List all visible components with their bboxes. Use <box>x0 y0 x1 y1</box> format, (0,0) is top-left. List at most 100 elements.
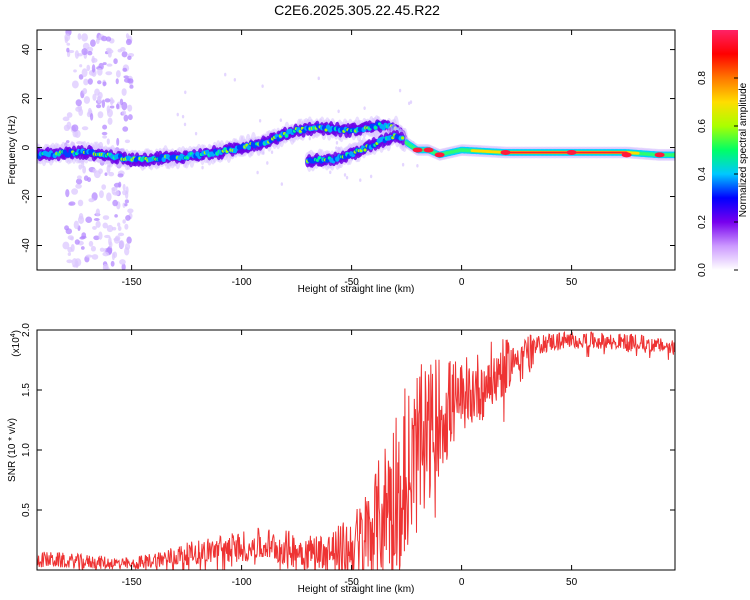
spectral-hotspot <box>654 152 665 158</box>
spectral-hotspot <box>500 149 511 155</box>
main-trace-peak <box>284 133 289 138</box>
spectral-hotspot <box>423 147 434 153</box>
noise-blob <box>111 187 116 195</box>
noise-blob <box>126 236 132 244</box>
noise-blob <box>90 245 96 252</box>
noise-blob <box>81 33 88 42</box>
noise-blob <box>70 243 75 252</box>
noise-blob <box>85 254 93 258</box>
noise-blob <box>127 208 134 214</box>
noise-blob <box>77 199 84 207</box>
noise-blob <box>121 88 127 96</box>
noise-blob <box>117 173 124 178</box>
noise-blob <box>127 114 133 121</box>
noise-blob <box>118 239 125 249</box>
snr-y-tick-label: 2.0 <box>21 323 32 337</box>
noise-blob <box>124 247 130 256</box>
noise-blob <box>83 78 89 86</box>
noise-blob <box>97 95 102 104</box>
colorbar-label: Normalized spectral amplitude <box>738 82 749 217</box>
main-trace-peak <box>672 152 675 158</box>
spectrogram-axes: -150 -100 -50 0 50 -40 -20 0 20 40 <box>21 30 675 288</box>
noise-blob <box>66 42 71 46</box>
snr-series-line <box>37 330 675 570</box>
spectral-hotspot <box>566 149 577 155</box>
snr-x-tick-label: -150 <box>122 577 142 588</box>
branch-trace-peak <box>401 136 405 140</box>
noise-blob <box>90 113 94 121</box>
snr-multiplier-close: ) <box>11 330 22 333</box>
colorbar-ticks: 0.0 0.2 0.4 0.6 0.8 <box>697 71 738 277</box>
noise-blob <box>74 239 80 245</box>
noise-blob <box>127 55 132 61</box>
snr-multiplier: (x104) <box>10 330 22 357</box>
noise-blob <box>119 259 126 265</box>
spectral-hotspot <box>434 152 445 158</box>
noise-blob <box>73 69 77 73</box>
spectral-hotspot <box>412 147 423 153</box>
noise-blob <box>94 88 100 96</box>
snr-plot-area <box>37 330 675 570</box>
spectrogram-y-label: Frequency (Hz) <box>7 116 18 185</box>
noise-blob <box>279 118 283 122</box>
noise-blob <box>125 186 129 195</box>
noise-blob <box>183 122 187 127</box>
main-trace-peak <box>635 151 640 155</box>
noise-blob <box>106 224 114 233</box>
noise-blob <box>85 216 93 223</box>
noise-blob <box>82 88 88 95</box>
noise-blob <box>95 208 100 217</box>
noise-blob <box>67 235 74 240</box>
noise-blob <box>73 220 79 230</box>
noise-blob <box>114 190 120 196</box>
noise-blob <box>335 141 339 145</box>
noise-blob <box>98 231 103 240</box>
snr-x-tick-label: -100 <box>232 577 252 588</box>
main-trace-peak <box>373 126 378 130</box>
noise-blob <box>71 258 78 267</box>
noise-blob <box>91 64 96 73</box>
noise-blob <box>115 103 120 110</box>
spectrogram-x-tick-label: 50 <box>566 277 578 288</box>
noise-blob <box>88 198 95 203</box>
noise-blob <box>359 178 362 182</box>
noise-blob <box>120 47 126 52</box>
main-trace-core <box>246 144 252 151</box>
noise-blob <box>91 55 95 64</box>
noise-blob <box>129 84 134 89</box>
noise-blob <box>66 50 71 58</box>
noise-blob <box>92 93 97 101</box>
colorbar-tick-label: 0.6 <box>697 119 708 133</box>
noise-blob <box>122 183 126 191</box>
noise-blob <box>77 33 82 40</box>
noise-blob <box>102 251 110 257</box>
noise-blob <box>125 38 132 46</box>
noise-blob <box>308 136 311 141</box>
noise-blob <box>106 138 110 145</box>
noise-blob <box>122 126 129 132</box>
noise-blob <box>270 150 274 154</box>
spectrogram-content <box>37 30 675 270</box>
noise-blob <box>65 140 70 144</box>
colorbar-tick-label: 0.4 <box>697 167 708 181</box>
snr-marks <box>37 330 675 570</box>
noise-blob <box>62 116 70 122</box>
snr-x-tick-label: -50 <box>344 577 359 588</box>
snr-y-tick-label: 1.5 <box>21 383 32 397</box>
noise-blob <box>86 64 91 72</box>
noise-blob <box>114 214 118 218</box>
noise-blob <box>66 259 73 264</box>
noise-blob <box>75 183 82 189</box>
noise-blob <box>112 226 117 231</box>
snr-panel: -150 -100 -50 0 50 0.5 1.0 1.5 2.0 Height of str… <box>7 323 676 595</box>
noise-blob <box>115 70 121 78</box>
noise-blob <box>104 234 111 239</box>
spectrogram-x-tick-label: 0 <box>459 277 465 288</box>
spectrogram-y-tick-label: -20 <box>21 189 32 204</box>
noise-blob <box>124 223 129 230</box>
noise-blob <box>280 182 284 186</box>
noise-blob <box>401 162 405 167</box>
noise-blob <box>343 173 347 177</box>
snr-multiplier-base: (x10 <box>11 337 22 357</box>
noise-blob <box>233 77 237 82</box>
